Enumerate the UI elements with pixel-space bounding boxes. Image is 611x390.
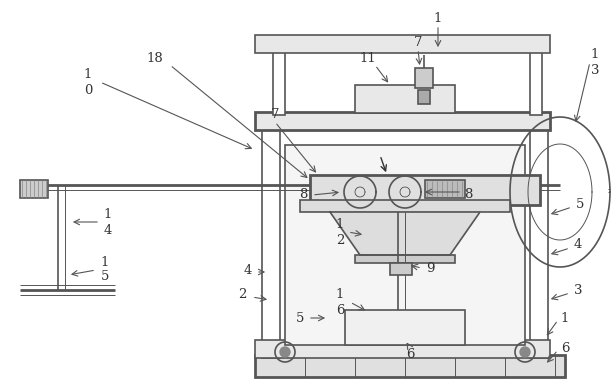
Text: 4: 4 [244, 264, 252, 277]
Bar [355, 85, 455, 113]
Text: 6: 6 [336, 303, 344, 317]
Bar [355, 255, 455, 263]
Text: 3: 3 [574, 284, 582, 296]
Text: 8: 8 [299, 188, 307, 202]
Text: 0: 0 [84, 83, 92, 96]
Text: 1: 1 [104, 209, 112, 222]
Text: 1: 1 [561, 312, 569, 324]
Text: 3: 3 [591, 64, 599, 76]
Text: 2: 2 [336, 234, 344, 246]
Text: 5: 5 [101, 271, 109, 284]
Bar [415, 68, 433, 88]
Text: 1: 1 [336, 218, 344, 232]
Bar [255, 35, 550, 53]
Text: 4: 4 [574, 239, 582, 252]
Bar [262, 115, 280, 358]
Bar [273, 50, 285, 115]
Text: 18: 18 [147, 51, 163, 64]
Text: 6: 6 [406, 349, 414, 362]
Bar [310, 175, 540, 205]
Circle shape [520, 347, 530, 357]
Bar [425, 180, 465, 198]
Text: 1: 1 [591, 48, 599, 62]
Text: 1: 1 [84, 69, 92, 82]
Bar [345, 310, 465, 345]
Bar [285, 145, 525, 345]
Text: 1: 1 [434, 11, 442, 25]
Text: 5: 5 [576, 199, 584, 211]
Text: 1: 1 [336, 289, 344, 301]
Bar [300, 200, 510, 212]
Circle shape [280, 347, 290, 357]
Bar [255, 340, 550, 358]
Text: 7: 7 [414, 35, 422, 48]
Text: 9: 9 [426, 262, 434, 275]
Text: 2: 2 [238, 289, 246, 301]
Polygon shape [330, 212, 480, 255]
Text: 4: 4 [104, 223, 112, 236]
Text: 7: 7 [271, 108, 279, 122]
Text: 1: 1 [101, 255, 109, 268]
Bar [255, 112, 550, 130]
Bar [418, 90, 430, 104]
Bar [530, 115, 548, 358]
Bar [390, 263, 412, 275]
Text: 11: 11 [360, 51, 376, 64]
Bar [530, 50, 542, 115]
Bar [255, 355, 565, 377]
Text: 6: 6 [561, 342, 569, 355]
Bar [20, 180, 48, 198]
Text: 5: 5 [296, 312, 304, 324]
Text: 8: 8 [464, 188, 472, 202]
